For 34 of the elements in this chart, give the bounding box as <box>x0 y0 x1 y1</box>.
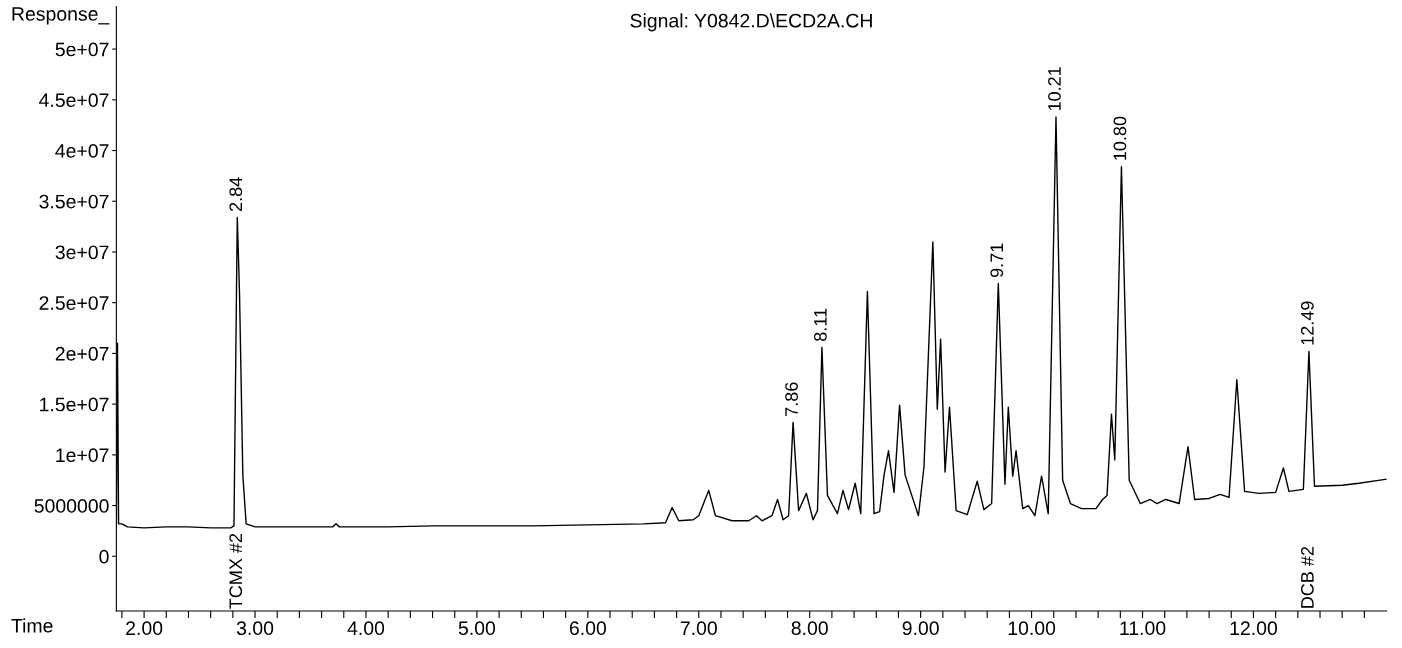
x-tick-label: 9.00 <box>902 621 939 636</box>
annotation: DCB #2 <box>1300 546 1314 608</box>
x-tick-label: 3.00 <box>236 621 274 636</box>
x-tick-label: 7.00 <box>680 621 717 636</box>
x-tick-label: 5.00 <box>458 621 496 636</box>
annotation: 9.71 <box>990 243 1004 278</box>
annotation: 8.11 <box>813 308 827 341</box>
y-tick-label: 1e+07 <box>56 448 109 463</box>
x-tick-label: 10.00 <box>1008 621 1056 636</box>
y-axis-title: Response_ <box>12 7 110 25</box>
x-tick-label: 8.00 <box>791 621 828 636</box>
annotation: TCMX #2 <box>229 533 243 609</box>
y-tick-label: 2.5e+07 <box>39 296 109 310</box>
y-tick-label: 0 <box>99 549 109 564</box>
chart-title: Signal: Y0842.D\ECD2A.CH <box>630 13 872 32</box>
annotation: 2.84 <box>229 177 243 212</box>
y-tick-label: 5000000 <box>34 499 109 513</box>
x-tick-label: 12.00 <box>1230 621 1278 636</box>
annotation: 12.49 <box>1300 301 1314 345</box>
y-tick-label: 4e+07 <box>55 143 109 158</box>
annotation: 10.21 <box>1048 67 1061 111</box>
x-tick-label: 2.00 <box>126 621 163 636</box>
y-tick-label: 3e+07 <box>55 245 109 260</box>
annotation: 10.80 <box>1113 116 1127 160</box>
x-tick-label: 11.00 <box>1120 621 1166 636</box>
y-tick-label: 3.5e+07 <box>39 194 109 209</box>
x-axis-title: Time <box>11 618 53 633</box>
y-tick-label: 4.5e+07 <box>39 93 109 108</box>
y-tick-label: 1.5e+07 <box>40 397 109 412</box>
x-tick-label: 4.00 <box>347 621 385 636</box>
x-tick-label: 6.00 <box>569 621 607 636</box>
y-tick-label: 5e+07 <box>55 42 109 57</box>
y-tick-label: 2e+07 <box>55 346 109 361</box>
annotation: 7.86 <box>785 382 798 416</box>
